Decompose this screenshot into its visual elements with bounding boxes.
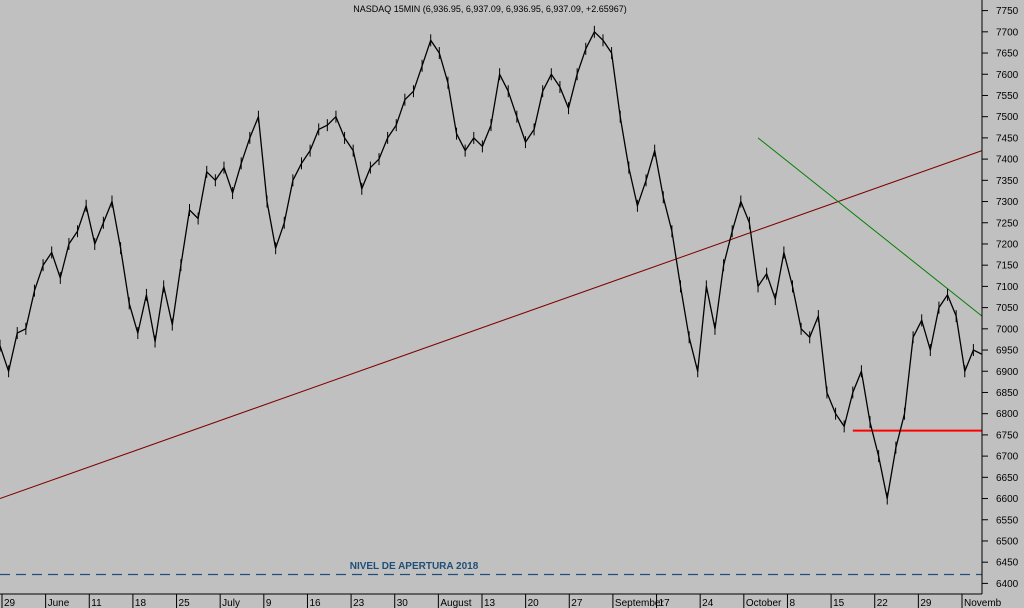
y-tick-label: 6450 [996, 558, 1019, 569]
y-tick-label: 6550 [996, 515, 1019, 526]
x-tick-label: 25 [179, 598, 191, 608]
x-tick-label: 29 [4, 598, 16, 608]
plot-background [0, 0, 982, 594]
y-tick-label: 6600 [996, 494, 1019, 505]
x-tick-label: Novemb [964, 598, 1002, 608]
x-tick-label: 30 [397, 598, 409, 608]
opening-level-label: NIVEL DE APERTURA 2018 [350, 561, 479, 572]
y-tick-label: 6900 [996, 367, 1019, 378]
x-tick-label: 17 [659, 598, 671, 608]
y-tick-label: 7700 [996, 27, 1019, 38]
y-tick-label: 6500 [996, 536, 1019, 547]
x-tick-label: 22 [877, 598, 889, 608]
x-tick-label: 20 [528, 598, 540, 608]
y-tick-label: 7200 [996, 239, 1019, 250]
y-tick-label: 6850 [996, 388, 1019, 399]
x-axis: 29 June 11 18 25 July 9 16 23 30 August 13 20 27 Septe… [0, 593, 1002, 608]
long-trendline [0, 150, 983, 500]
x-tick-label: 8 [789, 598, 795, 608]
x-tick-label: 27 [571, 598, 583, 608]
x-tick-label: 13 [484, 598, 496, 608]
trendlines [0, 137, 983, 576]
y-tick-label: 7350 [996, 176, 1019, 187]
x-tick-label: 24 [702, 598, 714, 608]
y-tick-label: 7150 [996, 261, 1019, 272]
chart-title: NASDAQ 15MIN (6,936.95, 6,937.09, 6,936.… [353, 4, 626, 14]
x-tick-label: 29 [920, 598, 932, 608]
y-tick-label: 7750 [996, 6, 1019, 17]
x-tick-label: October [746, 598, 782, 608]
y-tick-label: 6650 [996, 473, 1019, 484]
y-tick-label: 6750 [996, 430, 1019, 441]
x-tick-label: September [615, 598, 665, 608]
x-tick-label: 18 [135, 598, 147, 608]
x-tick-label: 9 [266, 598, 272, 608]
x-tick-label: June [48, 598, 70, 608]
y-tick-label: 7000 [996, 324, 1019, 335]
x-tick-label: 11 [91, 598, 102, 608]
x-tick-label: 15 [833, 598, 845, 608]
down-trendline [757, 137, 983, 317]
y-tick-label: 7650 [996, 49, 1019, 60]
x-tick-label: August [440, 598, 471, 608]
y-tick-label: 7050 [996, 303, 1019, 314]
y-tick-label: 7550 [996, 91, 1019, 102]
y-tick-label: 6950 [996, 346, 1019, 357]
y-tick-label: 7400 [996, 155, 1019, 166]
y-tick-label: 6800 [996, 409, 1019, 420]
x-tick-label: July [222, 598, 240, 608]
y-tick-label: 7100 [996, 282, 1019, 293]
y-tick-label: 6400 [996, 579, 1019, 590]
y-tick-label: 7450 [996, 133, 1019, 144]
y-axis: 6400 6450 6500 6550 6600 6650 6700 6750 6800 6850… [981, 0, 1019, 594]
x-tick-label: 23 [353, 598, 365, 608]
price-series [0, 25, 983, 505]
y-tick-label: 6700 [996, 452, 1019, 463]
y-tick-label: 7250 [996, 218, 1019, 229]
x-tick-label: 16 [309, 598, 321, 608]
y-tick-label: 7600 [996, 70, 1019, 81]
y-tick-label: 7500 [996, 112, 1019, 123]
y-tick-label: 7300 [996, 197, 1019, 208]
